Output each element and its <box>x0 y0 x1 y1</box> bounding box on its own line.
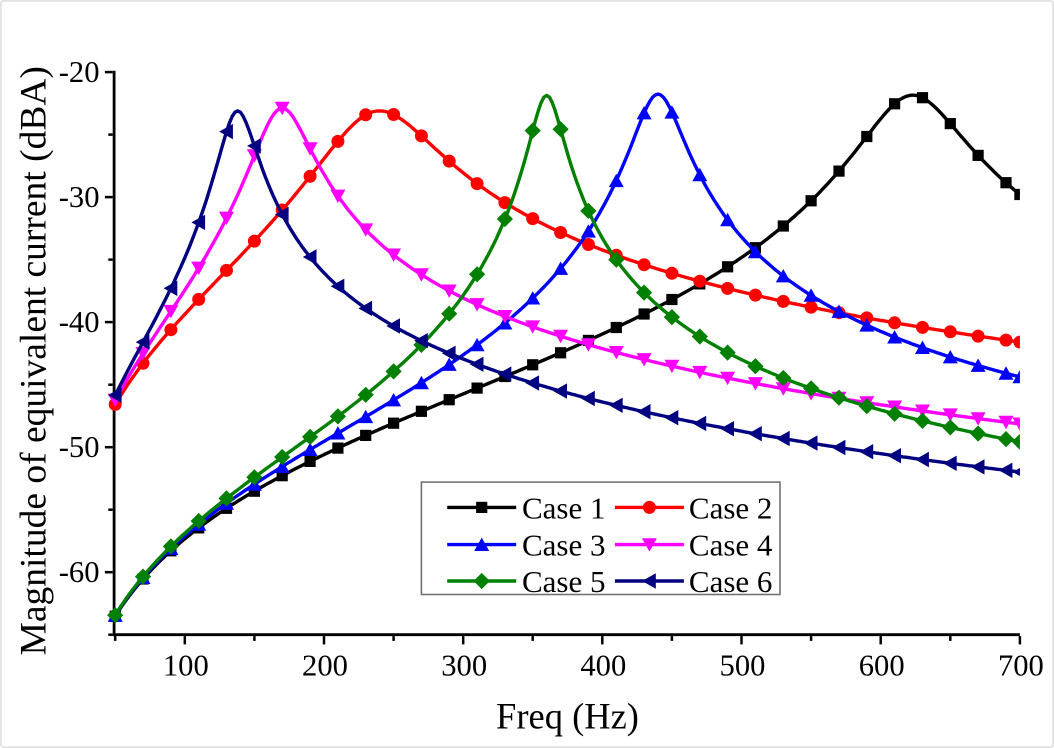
svg-text:700: 700 <box>998 648 1044 682</box>
svg-text:-20: -20 <box>59 55 100 89</box>
svg-text:Magnitude of equivalent curren: Magnitude of equivalent current (dBA) <box>14 66 55 655</box>
svg-text:Case 3: Case 3 <box>522 528 606 563</box>
svg-text:Case 4: Case 4 <box>689 528 773 563</box>
svg-text:400: 400 <box>580 648 626 682</box>
svg-text:Case 6: Case 6 <box>689 564 773 599</box>
svg-text:-50: -50 <box>59 430 100 464</box>
svg-text:Case 2: Case 2 <box>689 490 773 525</box>
svg-text:200: 200 <box>302 648 348 682</box>
svg-text:Freq (Hz): Freq (Hz) <box>496 696 639 737</box>
svg-text:100: 100 <box>163 648 209 682</box>
svg-text:Case 1: Case 1 <box>522 490 606 525</box>
svg-text:-40: -40 <box>59 305 100 339</box>
svg-text:300: 300 <box>441 648 487 682</box>
svg-text:600: 600 <box>859 648 905 682</box>
svg-text:-30: -30 <box>59 180 100 214</box>
svg-text:500: 500 <box>720 648 766 682</box>
svg-text:Case 5: Case 5 <box>522 564 606 599</box>
svg-text:-60: -60 <box>59 555 100 589</box>
